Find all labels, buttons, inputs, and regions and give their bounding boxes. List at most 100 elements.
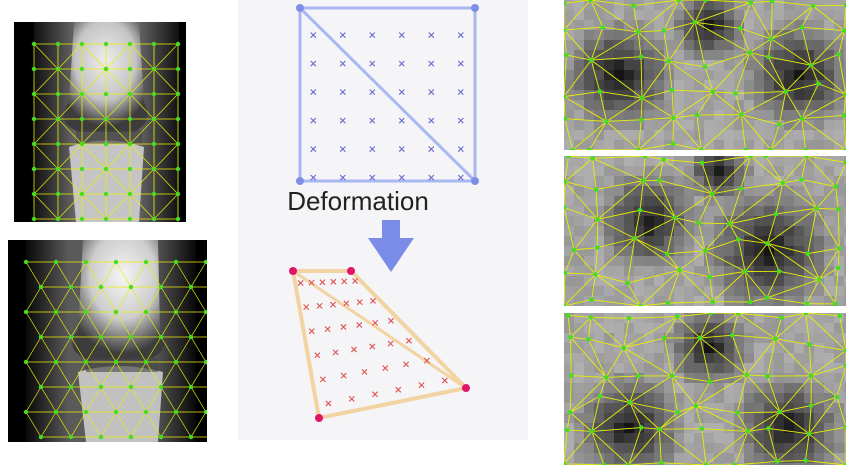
mesh-node-icon: [564, 205, 567, 210]
mesh-node-icon: [742, 269, 748, 274]
mesh-node-icon: [803, 313, 809, 316]
mesh-node-icon: [641, 178, 646, 183]
source-vertex: [471, 177, 479, 185]
mesh-node-icon: [639, 95, 645, 101]
cross-marker-icon: [297, 280, 304, 287]
mesh-node-icon: [31, 166, 37, 172]
mesh-node-icon: [188, 284, 194, 290]
mesh-node-icon: [128, 384, 134, 390]
mesh-node-icon: [31, 41, 37, 47]
mesh-node-icon: [83, 309, 89, 315]
mesh-node-icon: [158, 334, 164, 340]
mesh-node-icon: [113, 309, 119, 315]
mesh-node-icon: [665, 300, 671, 306]
mesh-node-icon: [638, 117, 644, 123]
patch-mesh-nodes: [564, 156, 846, 306]
mesh-node-icon: [843, 424, 846, 430]
cross-marker-icon: [372, 391, 378, 398]
mesh-node-icon: [564, 27, 567, 33]
mesh-node-icon: [593, 187, 599, 192]
mesh-node-icon: [843, 147, 846, 150]
mesh-node-icon: [734, 410, 740, 416]
cross-marker-icon: [457, 32, 464, 39]
cross-marker-icon: [428, 117, 435, 124]
mesh-node-icon: [568, 334, 573, 340]
mesh-node-icon: [55, 116, 61, 122]
mesh-node-icon: [151, 66, 157, 72]
cross-marker-icon: [457, 60, 464, 67]
mesh-node-icon: [777, 409, 783, 415]
mesh-node-icon: [188, 384, 194, 390]
mesh-node-icon: [816, 81, 821, 86]
cross-marker-icon: [457, 89, 464, 96]
mesh-node-icon: [55, 66, 61, 72]
mesh-node-icon: [836, 245, 842, 251]
mesh-node-icon: [635, 29, 641, 35]
mesh-node-icon: [626, 315, 632, 321]
cross-marker-icon: [356, 321, 363, 328]
mesh-node-icon: [808, 373, 814, 379]
cross-marker-icon: [339, 117, 346, 124]
mesh-node-icon: [836, 206, 841, 212]
mesh-node-icon: [672, 215, 678, 221]
mesh-node-icon: [564, 116, 568, 122]
cross-marker-icon: [369, 60, 376, 67]
mesh-node-icon: [55, 91, 61, 97]
mesh-node-icon: [744, 372, 749, 378]
mesh-node-icon: [676, 0, 682, 3]
mesh-node-icon: [564, 179, 568, 184]
mesh-node-icon: [79, 191, 85, 197]
mesh-node-icon: [799, 24, 805, 30]
mesh-node-icon: [564, 461, 567, 465]
mesh-node-icon: [703, 462, 709, 465]
mesh-node-icon: [669, 87, 675, 93]
mesh-node-icon: [621, 345, 627, 351]
mesh-node-icon: [747, 299, 753, 305]
mesh-node-icon: [806, 431, 812, 437]
cross-marker-icon: [388, 317, 394, 324]
mesh-node-icon: [804, 156, 809, 159]
mesh-node-icon: [776, 122, 782, 127]
target-vertex: [315, 414, 323, 422]
cross-marker-icon: [418, 382, 425, 389]
mesh-node-icon: [692, 20, 698, 25]
mesh-node-icon: [675, 410, 680, 415]
mesh-node-icon: [748, 0, 754, 5]
mesh-node-icon: [841, 113, 846, 118]
cross-marker-icon: [339, 146, 346, 153]
knee-xray-bottom-panel: [8, 240, 207, 442]
patch-mesh-lines: [564, 0, 846, 150]
mesh-node-icon: [98, 384, 104, 390]
mesh-node-icon: [83, 259, 89, 265]
mesh-node-icon: [23, 409, 29, 415]
mesh-node-icon: [127, 41, 133, 47]
mesh-node-icon: [79, 166, 85, 172]
mesh-node-icon: [175, 66, 181, 72]
mesh-node-icon: [696, 220, 701, 226]
cross-marker-icon: [403, 361, 410, 368]
mesh-node-icon: [656, 178, 662, 183]
mesh-node-icon: [53, 359, 59, 365]
zoom-patch-middle-mesh: [564, 156, 846, 306]
mesh-node-icon: [53, 259, 59, 265]
mesh-node-icon: [604, 119, 609, 124]
mesh-node-icon: [31, 216, 37, 222]
mesh-node-icon: [175, 116, 181, 122]
mesh-node-icon: [98, 334, 104, 340]
mesh-node-icon: [38, 434, 44, 440]
mesh-node-icon: [175, 216, 181, 222]
mesh-node-icon: [98, 284, 104, 290]
cross-marker-icon: [398, 146, 405, 153]
mesh-node-icon: [843, 363, 846, 368]
patch-mesh-lines: [564, 156, 846, 306]
mesh-node-icon: [808, 403, 814, 408]
mesh-node-icon: [23, 309, 29, 315]
mesh-node-icon: [773, 211, 779, 217]
mesh-node-icon: [173, 409, 179, 415]
mesh-node-icon: [151, 191, 157, 197]
mesh-node-icon: [636, 373, 642, 379]
mesh-node-icon: [642, 156, 648, 159]
mesh-node-icon: [53, 409, 59, 415]
mesh-node-icon: [765, 241, 770, 246]
patch-mesh-nodes: [564, 313, 846, 465]
